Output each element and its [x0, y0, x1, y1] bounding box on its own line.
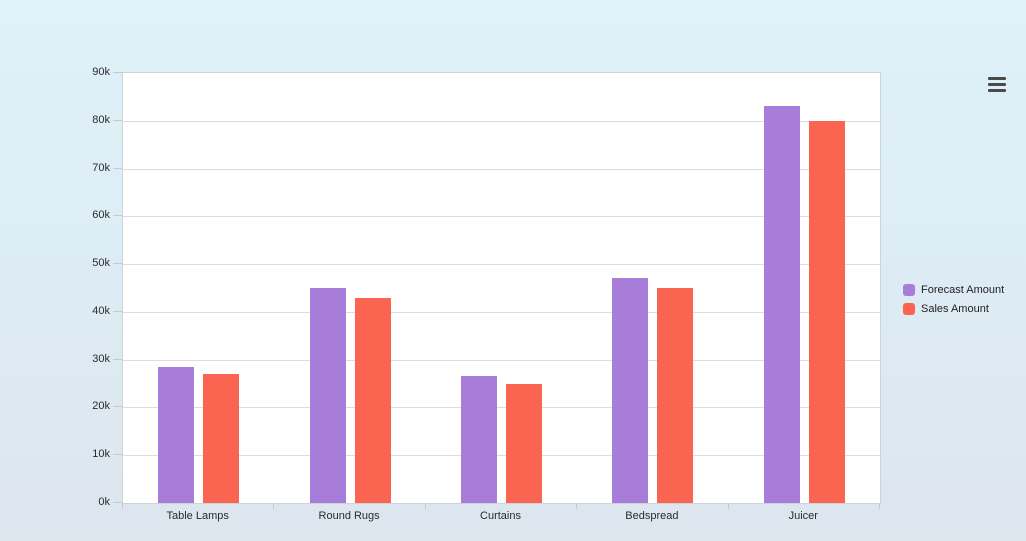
bar-sales-amount-juicer[interactable]: [808, 120, 845, 503]
bar-sales-amount-round-rugs[interactable]: [354, 297, 391, 503]
bar-sales-amount-bedspread[interactable]: [657, 288, 694, 503]
y-axis-tick: [113, 310, 122, 312]
x-axis-tick: [879, 504, 880, 509]
gridline: [123, 359, 880, 361]
gridline: [123, 120, 880, 122]
bar-forecast-amount-round-rugs[interactable]: [309, 288, 346, 503]
bar-sales-amount-curtains[interactable]: [506, 383, 542, 503]
x-axis-tick: [122, 504, 123, 509]
y-axis-tick-label: 40k: [92, 304, 110, 317]
x-axis-tick: [424, 504, 426, 509]
y-axis-tick-label: 10k: [92, 448, 110, 461]
hamburger-icon: [988, 88, 1006, 92]
y-axis-tick: [113, 72, 122, 73]
y-axis-tick: [113, 502, 122, 503]
bar-sales-amount-table-lamps[interactable]: [203, 374, 240, 503]
legend-label: Sales Amount: [921, 303, 989, 315]
chart-legend: Forecast Amount Sales Amount: [903, 284, 1004, 315]
bar-forecast-amount-curtains[interactable]: [461, 376, 497, 503]
gridline: [123, 264, 880, 266]
y-axis-tick: [113, 215, 122, 217]
x-axis-category-label: Bedspread: [625, 510, 679, 522]
y-axis-tick: [113, 167, 122, 169]
chart-menu-button[interactable]: [988, 73, 1012, 95]
y-axis-tick-label: 0k: [98, 496, 110, 508]
x-axis-category-label: Curtains: [480, 510, 521, 522]
y-axis-tick-label: 70k: [92, 161, 110, 174]
y-axis-tick: [113, 119, 122, 121]
hamburger-icon: [988, 82, 1006, 86]
plot-area: [122, 72, 881, 504]
x-axis-tick: [727, 504, 729, 509]
legend-label: Forecast Amount: [921, 284, 1005, 296]
y-axis-tick: [113, 406, 122, 408]
bar-forecast-amount-table-lamps[interactable]: [158, 366, 195, 503]
x-axis-tick: [576, 504, 578, 509]
y-axis-tick-label: 50k: [92, 257, 110, 270]
legend-swatch-icon: [903, 284, 915, 296]
x-axis-category-label: Juicer: [788, 510, 818, 522]
bar-forecast-amount-juicer[interactable]: [763, 106, 800, 503]
gridline: [123, 311, 880, 313]
hamburger-icon: [988, 76, 1006, 80]
gridline: [123, 455, 880, 457]
bar-forecast-amount-bedspread[interactable]: [612, 278, 649, 503]
y-axis-tick-label: 90k: [92, 66, 110, 78]
gridline: [123, 168, 880, 170]
y-axis-tick: [113, 454, 122, 456]
legend-item-sales-amount[interactable]: Sales Amount: [903, 303, 1004, 315]
y-axis-tick-label: 60k: [92, 209, 110, 222]
y-axis-tick: [113, 358, 122, 360]
legend-swatch-icon: [903, 303, 915, 315]
legend-item-forecast-amount[interactable]: Forecast Amount: [903, 284, 1004, 296]
x-axis-category-label: Round Rugs: [318, 510, 380, 522]
x-axis-tick: [273, 504, 275, 509]
y-axis-tick-label: 20k: [92, 400, 110, 413]
gridline: [123, 216, 880, 218]
x-axis-category-label: Table Lamps: [166, 510, 229, 522]
y-axis-tick-label: 80k: [92, 113, 110, 126]
y-axis-tick-label: 30k: [92, 352, 110, 365]
gridline: [123, 407, 880, 409]
y-axis-tick: [113, 263, 122, 265]
